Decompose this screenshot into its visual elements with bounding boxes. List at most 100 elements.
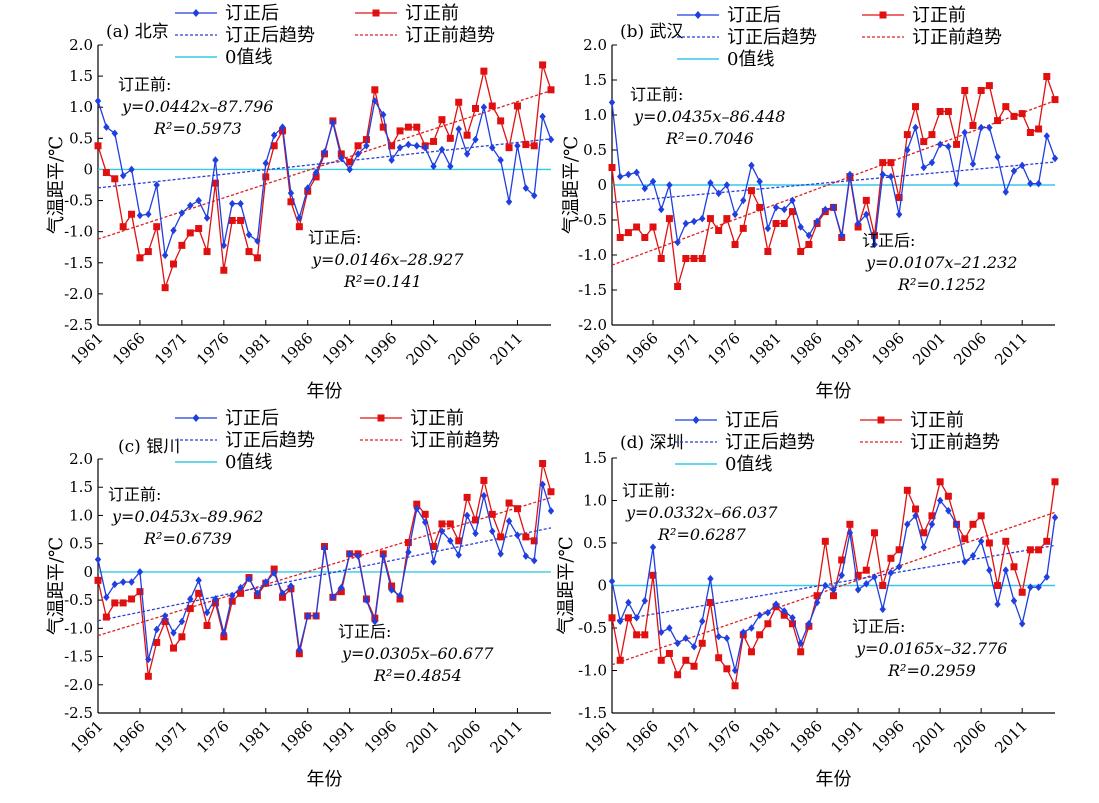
series-after-point: [797, 223, 804, 231]
legend-after-marker: [694, 11, 702, 19]
series-after-point: [846, 529, 854, 537]
legend-before-label: 订正前: [912, 5, 966, 26]
series-after-point: [756, 177, 763, 186]
series-before-point: [237, 589, 245, 597]
series-after-point: [854, 219, 862, 228]
series-after-point: [363, 596, 370, 604]
annotation-after-r2: R²=0.2959: [887, 661, 976, 680]
series-before-point: [346, 158, 354, 166]
series-before-point: [1051, 96, 1059, 104]
series-before-point: [953, 140, 961, 148]
series-before-point: [756, 203, 764, 211]
series-after-point: [715, 632, 722, 641]
series-after-point: [871, 240, 878, 249]
series-before-point: [195, 589, 203, 597]
series-before-point: [715, 227, 723, 234]
x-tick-label: 2001: [403, 329, 443, 369]
series-after-point: [472, 135, 479, 144]
series-after-point: [514, 531, 521, 539]
x-axis-label: 年份: [307, 381, 343, 402]
series-after-point: [895, 563, 903, 571]
series-after-point: [715, 189, 722, 198]
annotation-before: 订正前: y=0.0435x–86.448 R²=0.7046: [630, 85, 785, 148]
series-after-point: [666, 181, 673, 189]
series-after-point: [195, 196, 202, 205]
series-before-point: [228, 597, 236, 605]
x-tick-label: 2011: [991, 717, 1031, 757]
y-tick-label: 1.5: [583, 71, 607, 89]
series-before-point: [497, 117, 505, 125]
y-tick-label: 0.5: [583, 534, 607, 552]
annotation-before-r2: R²=0.6739: [143, 529, 232, 548]
y-tick-label: 0.5: [69, 535, 93, 553]
series-after-point: [797, 639, 804, 648]
y-tick-label: -0.5: [64, 192, 93, 210]
series-before-point: [128, 595, 136, 603]
series-before-point: [337, 588, 345, 596]
x-tick-label: 1961: [581, 329, 621, 369]
series-after-point: [161, 251, 169, 260]
series-after-point: [953, 179, 960, 188]
series-before-point: [430, 542, 438, 550]
trend-after-line: [611, 544, 1056, 622]
series-after-point: [480, 103, 488, 112]
series-after-point: [863, 580, 870, 588]
series-after-point: [805, 231, 813, 240]
series-after-point: [396, 143, 404, 152]
legend-before-label: 订正前: [410, 408, 464, 429]
series-after-point: [920, 543, 927, 552]
series-before-point: [480, 476, 488, 484]
x-tick-label: 2006: [950, 329, 990, 369]
series-before-point: [862, 196, 870, 204]
annotation-after-head: 订正后:: [308, 228, 361, 247]
series-before-point: [371, 86, 379, 94]
series-after-point: [161, 612, 169, 620]
series-after-point: [354, 552, 362, 560]
y-tick-label: 1.0: [583, 106, 607, 124]
y-tick-label: 1.5: [69, 478, 93, 496]
series-after-point: [936, 140, 944, 149]
x-tick-label: 1986: [277, 329, 317, 369]
legend-zero-label: 0值线: [727, 49, 774, 70]
series-after-point: [388, 156, 395, 164]
series-before-point: [480, 67, 488, 75]
series-before-point: [912, 103, 920, 111]
series-after-point: [781, 205, 788, 214]
series-before-point: [977, 87, 985, 94]
series-before-point: [488, 510, 496, 518]
series-before-point: [944, 108, 952, 115]
series-before-point: [455, 98, 463, 106]
series-before-point: [203, 622, 211, 630]
trend-before-line: [611, 100, 1056, 266]
series-before-point: [608, 164, 616, 171]
series-before-point: [969, 520, 977, 528]
series-after-point: [170, 629, 177, 637]
series-after-point: [413, 142, 420, 150]
annotation-before-equation: y=0.0435x–86.448: [633, 107, 785, 126]
series-after-point: [887, 568, 895, 577]
series-before-point: [690, 662, 698, 670]
series-after-point: [346, 165, 353, 174]
series-before-point: [404, 539, 412, 547]
y-tick-label: 0.5: [583, 141, 607, 159]
series-after-point: [969, 551, 977, 560]
annotation-before-r2: R²=0.6287: [657, 525, 747, 544]
series-after-point: [262, 159, 269, 168]
series-after-point: [321, 544, 328, 552]
series-before-point: [723, 665, 731, 673]
series-before-point: [287, 198, 295, 206]
series-before-point: [895, 194, 903, 202]
series-before-point: [903, 486, 911, 494]
series-before-point: [920, 529, 928, 537]
series-after-point: [748, 624, 755, 632]
series-before-point: [969, 122, 977, 129]
x-tick-label: 1981: [235, 717, 275, 757]
y-axis-label: 气温距平/℃: [556, 536, 577, 634]
legend-before-marker: [879, 11, 887, 19]
x-tick-label: 1966: [109, 329, 149, 369]
series-before-point: [633, 223, 641, 231]
series-before-point: [472, 516, 479, 524]
x-tick-label: 1961: [67, 329, 107, 369]
